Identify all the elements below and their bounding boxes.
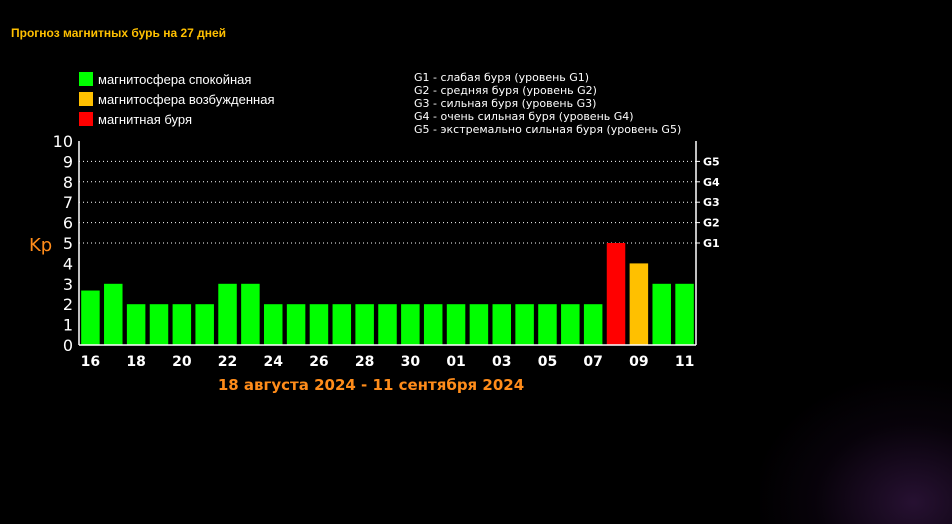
x-tick-label: 30 [401,354,421,370]
y-tick-label-3: 3 [63,275,73,294]
x-tick-label: 07 [583,354,602,370]
bar [538,304,557,345]
x-tick-label: 11 [675,354,694,370]
x-axis-label: 18 августа 2024 - 11 сентября 2024 [218,376,524,394]
y-tick-label-8: 8 [63,173,73,192]
bar [629,263,649,345]
bar [515,304,534,345]
legend-swatch-storm [79,112,93,126]
y-tick-label-2: 2 [63,295,73,314]
bar [423,304,443,345]
bar [195,304,214,345]
bar [469,304,489,345]
bar [149,304,169,345]
bar [126,304,146,345]
bar [446,304,466,345]
bar [378,304,397,345]
bar [583,304,603,345]
storm-class-g4: G4 - очень сильная буря (уровень G4) [414,110,634,123]
storm-class-legend: G1 - слабая буря (уровень G1) G2 - средн… [414,71,681,136]
legend-label-quiet: магнитосфера спокойная [98,71,252,87]
right-label-G3: G3 [703,196,720,209]
legend-swatch-active [79,92,93,106]
bar [263,304,283,345]
x-tick-label: 01 [446,354,465,370]
legend-item-active: магнитосфера возбужденная [79,89,275,109]
legend-label-storm: магнитная буря [98,111,193,127]
x-tick-label: 28 [355,354,374,370]
bar [104,283,123,345]
y-tick-label-10: 10 [53,132,73,151]
y-tick-label-1: 1 [63,316,73,335]
bar [218,283,237,345]
storm-class-g2: G2 - средняя буря (уровень G2) [414,84,597,97]
bar [652,283,671,345]
bar [309,304,329,345]
legend-item-quiet: магнитосфера спокойная [79,69,275,89]
right-label-G4: G4 [703,176,720,189]
bar [675,283,694,345]
legend-label-active: магнитосфера возбужденная [98,91,275,107]
bar [241,283,260,345]
bar [332,304,352,345]
x-tick-label: 09 [629,354,648,370]
y-tick-label-9: 9 [63,152,73,171]
bar [81,290,100,345]
x-tick-label: 05 [538,354,557,370]
y-axis-label: Kp [29,235,52,256]
x-tick-label: 20 [172,354,192,370]
y-tick-label-6: 6 [63,214,73,233]
page-title: Прогноз магнитных бурь на 27 дней [11,26,227,40]
x-tick-label: 18 [126,354,145,370]
bar [286,304,306,345]
right-label-G5: G5 [703,155,720,168]
bar [606,243,626,345]
y-tick-label-4: 4 [63,254,73,273]
bar [492,304,512,345]
x-tick-label: 03 [492,354,511,370]
legend-item-storm: магнитная буря [79,109,275,129]
legend-swatch-quiet [79,72,93,86]
y-tick-label-7: 7 [63,193,73,212]
storm-class-g3: G3 - сильная буря (уровень G3) [414,97,597,110]
bar [401,304,420,345]
right-label-G1: G1 [703,237,720,250]
x-tick-label: 22 [218,354,237,370]
bar [355,304,374,345]
y-tick-label-0: 0 [63,336,73,355]
x-tick-label: 16 [81,354,100,370]
x-tick-label: 26 [309,354,328,370]
right-label-G2: G2 [703,217,720,230]
bar [561,304,580,345]
bar [172,304,192,345]
x-tick-label: 24 [263,354,283,370]
level-legend: магнитосфера спокойная магнитосфера возб… [79,69,275,129]
y-tick-label-5: 5 [63,234,73,253]
storm-class-g5: G5 - экстремально сильная буря (уровень … [414,123,682,136]
storm-class-g1: G1 - слабая буря (уровень G1) [414,71,590,84]
